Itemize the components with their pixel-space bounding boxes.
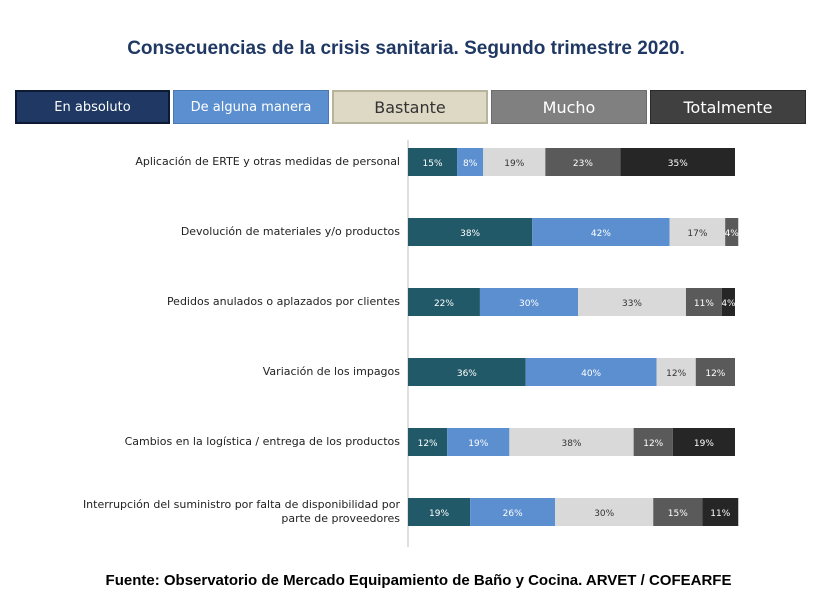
- legend-label: De alguna manera: [190, 99, 312, 115]
- data-label: 4%: [721, 299, 736, 309]
- data-label: 38%: [460, 229, 480, 239]
- legend-item-bastante: Bastante: [332, 90, 488, 124]
- category-label: Pedidos anulados o aplazados por cliente…: [166, 295, 400, 308]
- bar-segment: [509, 428, 634, 456]
- data-label: 35%: [668, 159, 688, 169]
- legend-label: En absoluto: [54, 99, 131, 115]
- bar-segment: [685, 288, 722, 316]
- data-label: 38%: [561, 439, 581, 449]
- bar-segment: [525, 358, 657, 386]
- legend-label: Totalmente: [683, 97, 773, 117]
- data-label: 33%: [622, 299, 642, 309]
- category-label: Devolución de materiales y/o productos: [180, 225, 400, 238]
- data-label: 12%: [643, 439, 663, 449]
- data-label: 12%: [705, 369, 725, 379]
- bar-segment: [695, 358, 735, 386]
- data-label: 30%: [519, 299, 539, 309]
- bar-segment: [672, 428, 735, 456]
- bar-segment: [408, 148, 458, 176]
- legend-item-totalmente: Totalmente: [650, 90, 806, 124]
- bar-segment: [702, 498, 739, 526]
- bar-segment: [532, 218, 670, 246]
- bar-segment: [408, 358, 526, 386]
- bar-segment: [457, 148, 484, 176]
- bar-segment: [555, 498, 654, 526]
- legend-label: Bastante: [374, 97, 446, 117]
- data-label: 42%: [591, 229, 611, 239]
- bar-segment: [408, 218, 533, 246]
- data-label: 4%: [725, 229, 740, 239]
- bar-segment: [483, 148, 546, 176]
- bar-segment: [479, 288, 579, 316]
- category-label: Interrupción del suministro por falta de…: [82, 498, 400, 525]
- data-label: 19%: [468, 439, 488, 449]
- bar-segment: [408, 428, 448, 456]
- bar-segment: [669, 218, 726, 246]
- data-label: 8%: [463, 159, 478, 169]
- data-label: 11%: [710, 509, 730, 519]
- bar-segment: [408, 498, 471, 526]
- bar-segment: [656, 358, 696, 386]
- data-label: 36%: [457, 369, 477, 379]
- data-label: 11%: [694, 299, 714, 309]
- data-label: 12%: [666, 369, 686, 379]
- source-note: Fuente: Observatorio de Mercado Equipami…: [105, 572, 732, 589]
- bar-segment: [470, 498, 556, 526]
- legend-item-de-alguna-manera: De alguna manera: [173, 90, 329, 124]
- bar-segment: [408, 288, 480, 316]
- chart-title: Consecuencias de la crisis sanitaria. Se…: [127, 38, 685, 59]
- category-label: Aplicación de ERTE y otras medidas de pe…: [135, 155, 400, 168]
- data-label: 19%: [504, 159, 524, 169]
- bar-segment: [578, 288, 686, 316]
- legend-item-mucho: Mucho: [491, 90, 647, 124]
- data-label: 12%: [418, 439, 438, 449]
- bar-segment: [447, 428, 510, 456]
- bar-segment: [721, 288, 735, 316]
- legend-item-en-absoluto: En absoluto: [15, 90, 170, 124]
- data-label: 22%: [434, 299, 454, 309]
- bar-segment: [725, 218, 739, 246]
- legend-label: Mucho: [542, 97, 596, 117]
- bar-segment: [653, 498, 703, 526]
- data-label: 40%: [581, 369, 601, 379]
- data-label: 30%: [594, 509, 614, 519]
- bar-segment: [545, 148, 621, 176]
- data-label: 19%: [694, 439, 714, 449]
- category-label: Variación de los impagos: [262, 365, 400, 378]
- data-label: 19%: [429, 509, 449, 519]
- data-label: 26%: [503, 509, 523, 519]
- bar-segment: [633, 428, 673, 456]
- data-label: 23%: [573, 159, 593, 169]
- bar-segment: [620, 148, 735, 176]
- data-label: 15%: [668, 509, 688, 519]
- category-label: Cambios en la logística / entrega de los…: [124, 435, 400, 448]
- data-label: 17%: [687, 229, 707, 239]
- data-label: 15%: [423, 159, 443, 169]
